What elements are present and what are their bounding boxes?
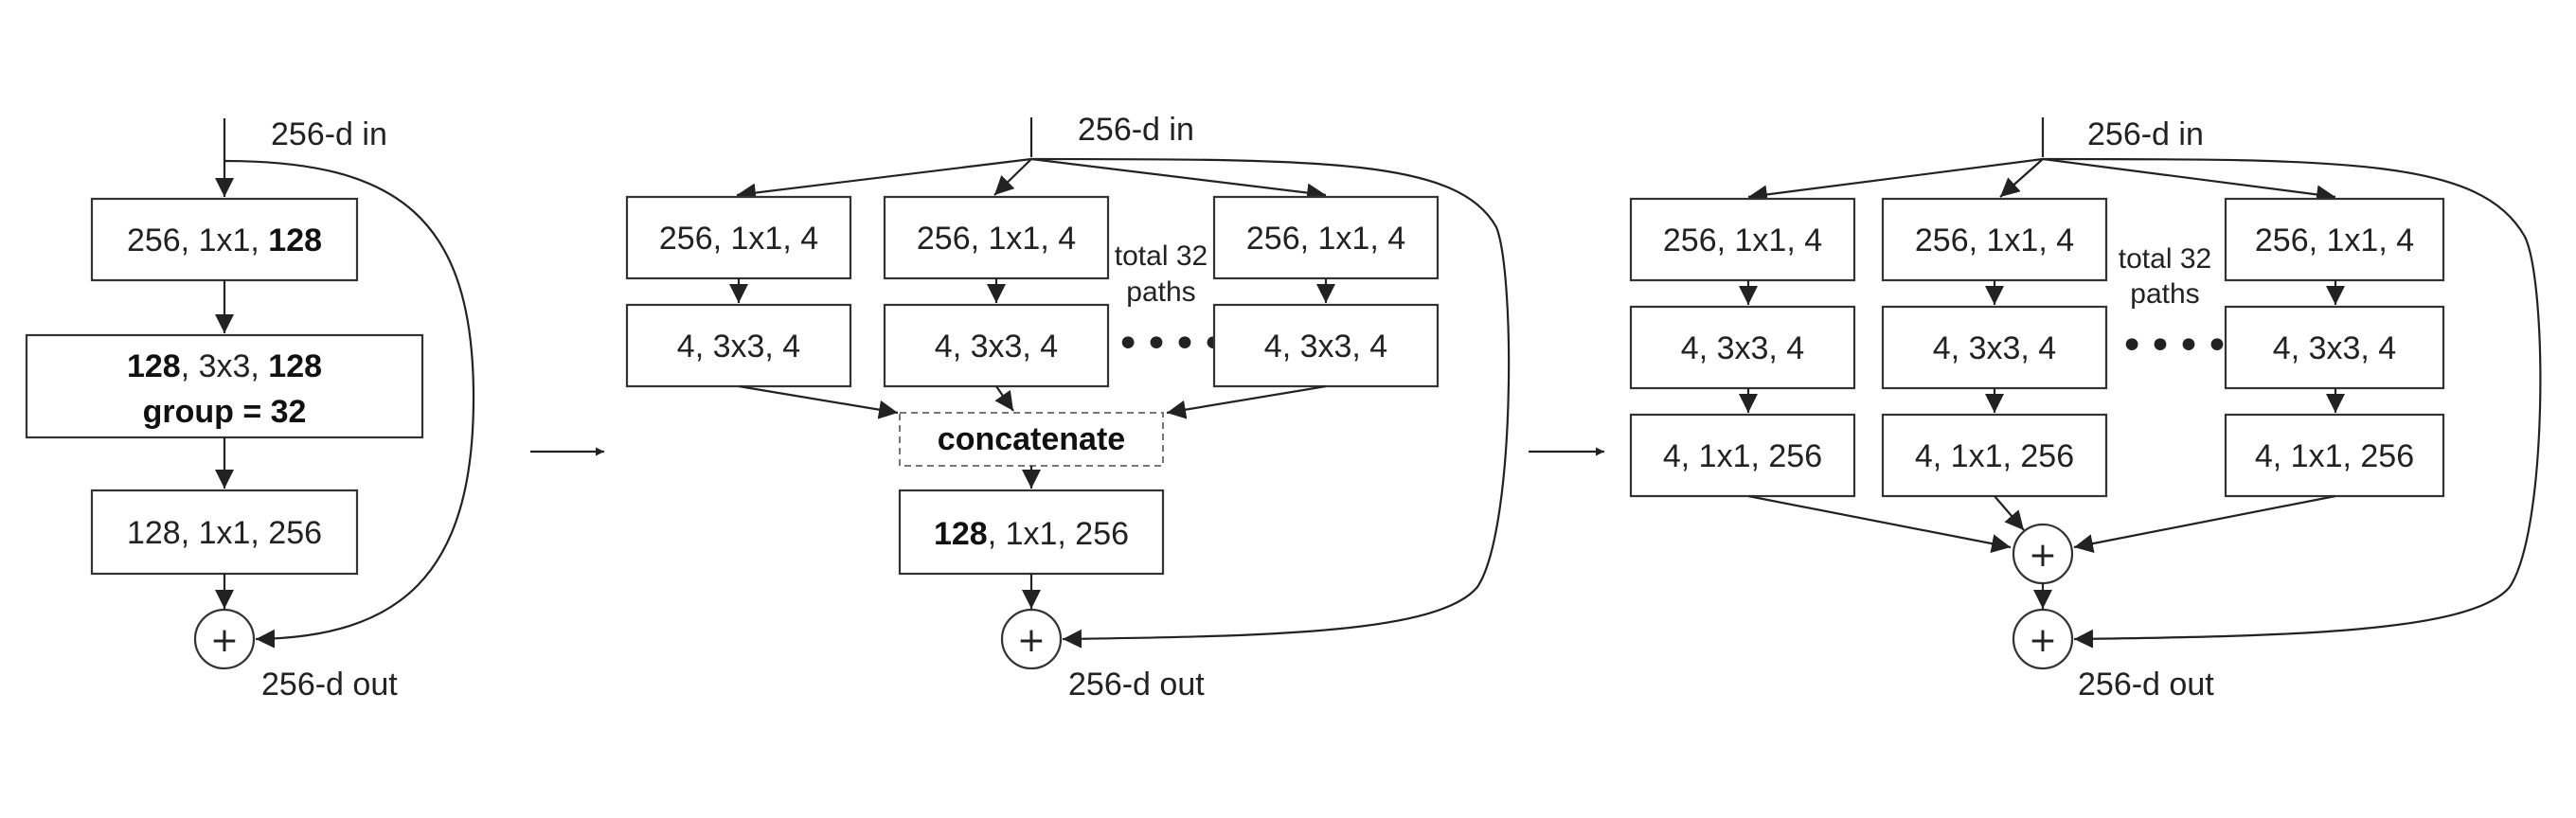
paths-note-line1: total 32 xyxy=(2119,243,2211,275)
path-1-conv-3x3 xyxy=(625,303,852,388)
group-count-label: group = 32 xyxy=(143,394,307,430)
split-arrow-left xyxy=(1747,157,2044,204)
path-1-conv-3x3-label: 4, 3x3, 4 xyxy=(677,329,800,365)
paths-note-line1: total 32 xyxy=(1115,240,1208,272)
path-2-conv-3x3 xyxy=(1881,305,2108,390)
path-2-conv-3x3-label: 4, 3x3, 4 xyxy=(1933,330,2056,366)
plus-icon: + xyxy=(210,621,239,660)
path-2-conv-3x3-label: 4, 3x3, 4 xyxy=(935,329,1058,365)
path-1-conv-1x1-expand xyxy=(1629,413,1856,498)
shortcut-connection xyxy=(2042,157,2542,649)
conv-box-1x1-expand-label: 128, 1x1, 256 xyxy=(127,515,322,551)
output-label: 256-d out xyxy=(261,667,398,702)
plus-icon: + xyxy=(2029,621,2057,660)
path-32-conv-1x1-expand-label: 4, 1x1, 256 xyxy=(2255,438,2414,474)
conv-box-1x1-reduce-label: 256, 1x1, 128 xyxy=(127,222,322,258)
diagram-b-concatenate-block: 256-d in 256, 1x1, 4 4, 3x3, 4 256, 1x1,… xyxy=(625,112,1511,702)
path-32-conv-3x3-label: 4, 3x3, 4 xyxy=(2273,330,2396,366)
path-2-conv-1x1-label: 256, 1x1, 4 xyxy=(1915,222,2074,258)
concatenate-label: concatenate xyxy=(938,421,1125,457)
conv-box-1x1-expand xyxy=(90,489,359,576)
diagram-a-grouped-conv-block: 256-d in 256, 1x1, 128 128, 3x3, 128 gro… xyxy=(25,116,475,702)
conv-box-1x1-expand xyxy=(898,489,1165,576)
path-1-conv-1x1 xyxy=(1629,197,1856,282)
sum-node xyxy=(193,608,256,670)
path-32-conv-1x1 xyxy=(1212,195,1440,280)
paths-note-line2: paths xyxy=(1126,276,1195,308)
split-arrow-left xyxy=(736,157,1032,203)
input-label: 256-d in xyxy=(271,116,387,152)
merge-arrow-center xyxy=(994,385,1014,412)
input-label: 256-d in xyxy=(2087,116,2204,152)
plus-icon: + xyxy=(1017,621,1046,660)
path-1-conv-1x1-expand-label: 4, 1x1, 256 xyxy=(1663,438,1822,474)
path-32-conv-3x3 xyxy=(2224,305,2445,390)
path-32-conv-3x3-label: 4, 3x3, 4 xyxy=(1264,329,1387,365)
split-arrow-center xyxy=(993,158,1032,196)
path-1-conv-1x1-label: 256, 1x1, 4 xyxy=(659,221,818,257)
diagram-c-aggregated-transform-block: 256-d in 256, 1x1, 4 4, 3x3, 4 4, 1x1, 2… xyxy=(1629,116,2542,702)
paths-note-line2: paths xyxy=(2130,278,2199,310)
path-1-conv-3x3-label: 4, 3x3, 4 xyxy=(1681,330,1804,366)
conv-box-1x1-expand-label: 128, 1x1, 256 xyxy=(934,516,1129,552)
path-1-conv-1x1 xyxy=(625,195,852,280)
split-arrow-center xyxy=(1999,158,2044,198)
ellipsis-icon: •••• xyxy=(2120,322,2233,370)
path-1-conv-1x1-label: 256, 1x1, 4 xyxy=(1663,222,1822,258)
path-2-conv-1x1-expand-label: 4, 1x1, 256 xyxy=(1915,438,2074,474)
path-2-conv-3x3 xyxy=(883,303,1110,388)
path-32-conv-1x1-expand xyxy=(2224,413,2445,498)
split-arrow-right xyxy=(1030,157,1327,203)
shortcut-connection xyxy=(1030,157,1511,649)
grouped-conv-box xyxy=(25,333,424,439)
path-2-conv-1x1-expand xyxy=(1881,413,2108,498)
merge-arrow-left xyxy=(738,384,899,419)
merge-arrow-center xyxy=(1994,495,2025,531)
path-2-conv-1x1-label: 256, 1x1, 4 xyxy=(917,221,1076,257)
merge-arrow-right xyxy=(2073,494,2336,553)
shortcut-connection xyxy=(224,159,475,649)
merge-arrow-right xyxy=(1166,384,1327,419)
residual-sum-node xyxy=(2012,608,2074,670)
input-label: 256-d in xyxy=(1078,112,1194,148)
path-32-conv-1x1-label: 256, 1x1, 4 xyxy=(2255,222,2414,258)
path-32-conv-1x1-label: 256, 1x1, 4 xyxy=(1246,221,1405,257)
plus-icon: + xyxy=(2029,536,2057,575)
split-arrow-right xyxy=(2042,157,2336,204)
path-32-conv-3x3 xyxy=(1212,303,1440,388)
path-32-conv-1x1 xyxy=(2224,197,2445,282)
sum-node xyxy=(1000,608,1063,670)
path-1-conv-3x3 xyxy=(1629,305,1856,390)
ellipsis-icon: •••• xyxy=(1116,320,1229,368)
merge-arrow-left xyxy=(1747,494,2012,553)
path-2-conv-1x1 xyxy=(1881,197,2108,282)
output-label: 256-d out xyxy=(1068,667,1205,702)
grouped-conv-label: 128, 3x3, 128 xyxy=(127,348,322,384)
output-label: 256-d out xyxy=(2078,667,2214,702)
path-2-conv-1x1 xyxy=(883,195,1110,280)
